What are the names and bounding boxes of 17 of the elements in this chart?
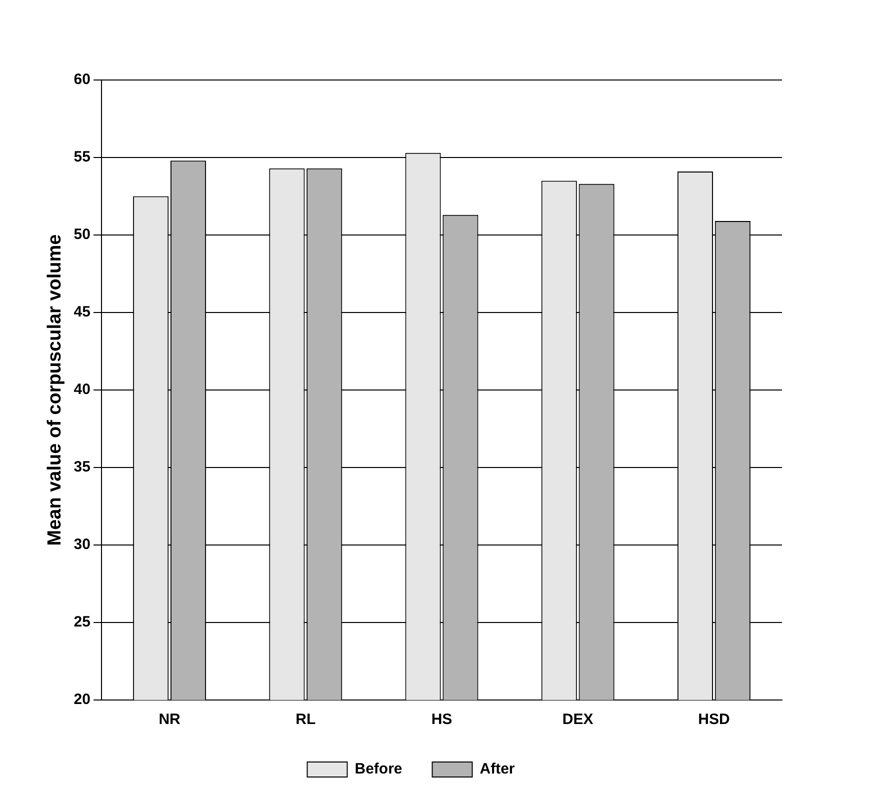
y-tick-label: 40: [74, 381, 90, 398]
y-tick-label: 45: [74, 304, 90, 321]
legend-label: After: [480, 760, 515, 778]
x-tick-label: HS: [431, 711, 452, 728]
x-tick-label: NR: [158, 711, 181, 728]
y-tick-label: 35: [74, 458, 90, 476]
y-tick-label: 25: [74, 614, 90, 631]
y-tick-label: 30: [74, 536, 90, 554]
y-tick-label: 60: [74, 71, 90, 88]
y-tick-label: 50: [74, 226, 90, 244]
x-tick-label: RL: [296, 711, 316, 728]
y-tick-label: 20: [74, 691, 90, 708]
y-tick-label: 55: [74, 148, 90, 166]
legend-label: Before: [354, 760, 402, 778]
x-tick-label: HSD: [698, 711, 730, 728]
y-axis-title: Mean value of corpuscular volume: [44, 234, 66, 546]
x-tick-label: DEX: [562, 711, 594, 728]
